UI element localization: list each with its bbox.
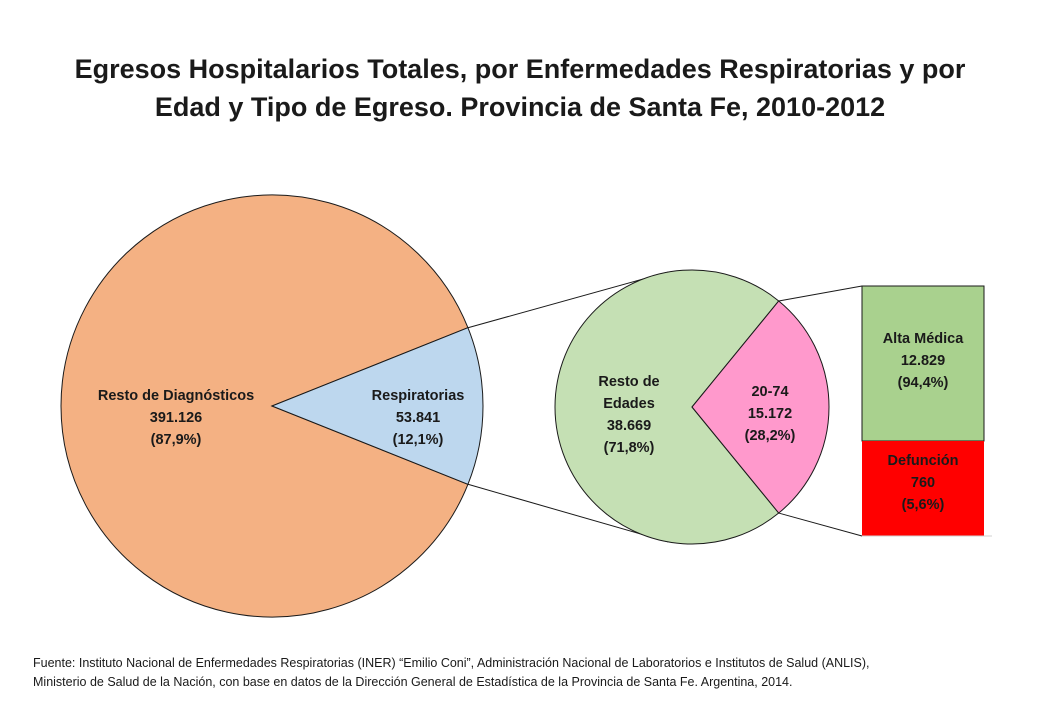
label-resto-diagnosticos-line-3: (87,9%) (151, 432, 202, 448)
label-defuncion-line-2: 760 (911, 475, 935, 491)
label-alta-medica-line-1: Alta Médica (883, 331, 965, 347)
label-20-74-line-2: 15.172 (748, 406, 792, 422)
chart-title: Egresos Hospitalarios Totales, por Enfer… (40, 50, 1000, 126)
label-defuncion-line-1: Defunción (888, 453, 959, 469)
label-respiratorias-line-3: (12,1%) (393, 432, 444, 448)
main-pie (60, 194, 484, 618)
source-line-2: Ministerio de Salud de la Nación, con ba… (33, 675, 793, 689)
label-respiratorias-line-2: 53.841 (396, 410, 440, 426)
label-defuncion-line-3: (5,6%) (902, 497, 945, 513)
label-resto-diagnosticos-line-1: Resto de Diagnósticos (98, 388, 254, 404)
label-resto-diagnosticos-line-2: 391.126 (150, 410, 202, 426)
chart-title-line-2: Edad y Tipo de Egreso. Provincia de Sant… (154, 92, 886, 122)
discharge-type-bar (861, 285, 992, 537)
source-line-1: Fuente: Instituto Nacional de Enfermedad… (33, 656, 870, 670)
label-20-74-line-3: (28,2%) (745, 428, 796, 444)
data-labels: Resto de Diagnósticos 391.126 (87,9%) Respi… (98, 331, 964, 513)
slice-resto-edades (554, 269, 780, 545)
label-alta-medica-line-2: 12.829 (901, 353, 945, 369)
connector-lines (467, 271, 863, 543)
bar-defuncion (862, 441, 984, 536)
slice-resto-diagnosticos (60, 194, 469, 618)
source-note: Fuente: Instituto Nacional de Enfermedad… (33, 654, 1023, 692)
label-respiratorias-line-1: Respiratorias (372, 388, 465, 404)
connector-bottom-1 (467, 483, 669, 543)
slice-20-74 (691, 300, 830, 514)
label-resto-edades-line-4: (71,8%) (604, 440, 655, 456)
label-alta-medica-line-3: (94,4%) (898, 375, 949, 391)
age-pie (554, 269, 830, 545)
chart-title-line-1: Egresos Hospitalarios Totales, por Enfer… (74, 54, 966, 84)
label-resto-edades-line-2: Edades (603, 396, 655, 412)
connector-bottom-2 (778, 512, 863, 537)
label-resto-edades-line-1: Resto de (598, 374, 659, 390)
label-20-74-line-1: 20-74 (751, 384, 788, 400)
slice-respiratorias (270, 327, 484, 485)
label-resto-edades-line-3: 38.669 (607, 418, 651, 434)
bar-alta-medica (861, 285, 985, 442)
connector-top-1 (467, 271, 669, 329)
connector-top-2 (778, 285, 863, 302)
